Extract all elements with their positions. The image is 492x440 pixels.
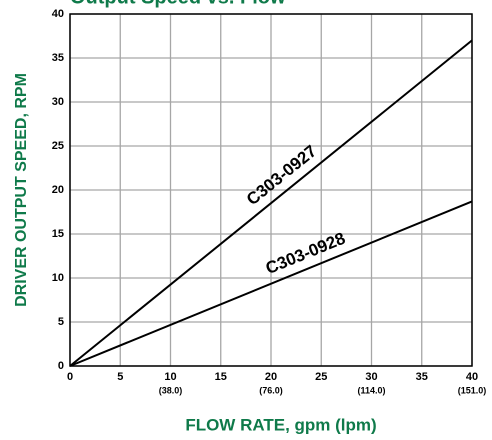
y-tick-label: 5 xyxy=(58,316,64,328)
x-tick-label-secondary: (38.0) xyxy=(159,385,183,395)
y-tick-label: 20 xyxy=(52,184,64,196)
x-tick-label: 30 xyxy=(365,371,377,383)
x-tick-label-secondary: (76.0) xyxy=(259,385,283,395)
x-tick-label-secondary: (151.0) xyxy=(458,385,487,395)
y-tick-label: 25 xyxy=(52,140,64,152)
series-label: C303-0927 xyxy=(243,141,320,209)
x-tick-label: 25 xyxy=(315,371,327,383)
x-axis-label: FLOW RATE, gpm (lpm) xyxy=(185,415,376,434)
series-line xyxy=(69,200,473,367)
y-tick-label: 30 xyxy=(52,96,64,108)
y-tick-label: 35 xyxy=(52,52,64,64)
x-tick-label: 0 xyxy=(67,371,73,383)
y-tick-label: 15 xyxy=(52,228,64,240)
x-tick-label: 40 xyxy=(466,371,478,383)
x-tick-label: 5 xyxy=(117,371,123,383)
y-tick-label: 40 xyxy=(52,8,64,20)
plot-frame xyxy=(69,13,473,367)
y-tick-label: 10 xyxy=(52,272,64,284)
x-tick-label-secondary: (114.0) xyxy=(357,385,385,395)
y-tick-label: 0 xyxy=(58,360,64,372)
y-axis-label: DRIVER OUTPUT SPEED, RPM xyxy=(13,73,30,307)
x-tick-label: 15 xyxy=(215,371,227,383)
x-tick-label: 35 xyxy=(416,371,428,383)
chart-title: Output Speed vs. Flow xyxy=(70,0,286,8)
x-tick-label: 20 xyxy=(265,371,277,383)
series-label: C303-0928 xyxy=(263,229,348,278)
series-line xyxy=(69,39,473,367)
x-tick-label: 10 xyxy=(164,371,176,383)
